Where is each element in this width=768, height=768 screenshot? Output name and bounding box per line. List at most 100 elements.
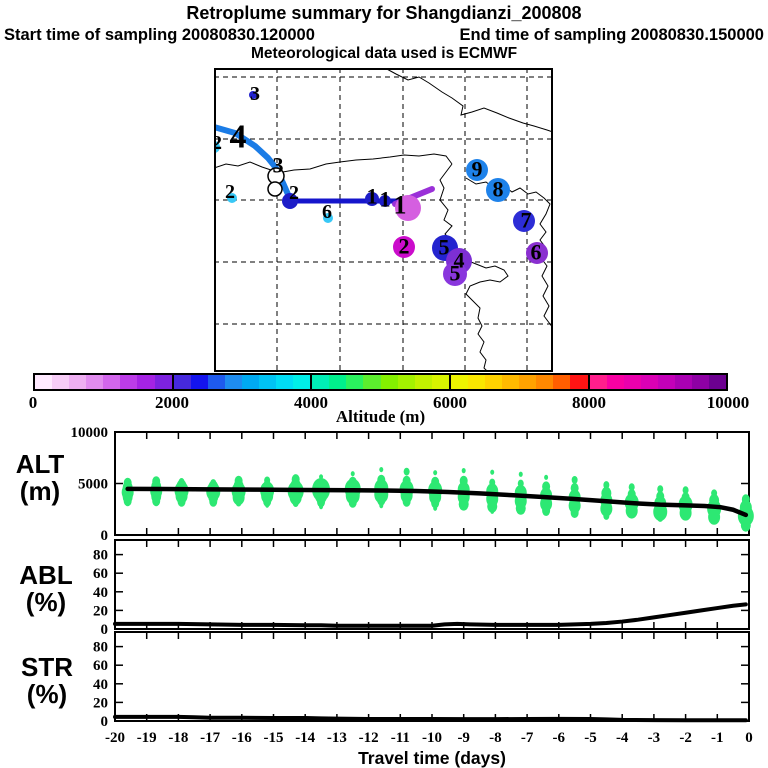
colorbar-tick-label: 0 (28, 393, 38, 412)
plume-particle-dot (377, 495, 386, 506)
plume-particle-dot (489, 478, 496, 487)
cluster-number: 8 (493, 177, 504, 202)
colorbar-tick-label: 4000 (294, 393, 328, 412)
cluster-number: 5 (450, 261, 461, 286)
colorbar-segment (52, 375, 70, 389)
plume-particle-dot (515, 501, 526, 515)
cluster-number: 6 (531, 240, 542, 265)
plume-particle-dot (121, 484, 134, 501)
plume-particle-dot (679, 505, 692, 521)
cluster-number: 4 (230, 119, 247, 156)
y-tick-label: 20 (93, 695, 108, 711)
panel-frame (114, 431, 750, 536)
plume-particle-dot (317, 478, 326, 489)
cluster-number: 2 (214, 132, 222, 154)
trajectory-upwind (214, 124, 293, 202)
colorbar-tick-label: 2000 (155, 393, 189, 412)
plume-particle-dot (544, 474, 549, 480)
cluster-circle (486, 178, 510, 202)
plume-particle-dot (319, 504, 324, 510)
plume-particle-dot (348, 497, 357, 508)
x-axis-title: Travel time (days) (358, 748, 506, 768)
x-tick-label: -2 (679, 730, 692, 746)
x-tick-label: -14 (295, 730, 315, 746)
colorbar-tick-label: 10000 (706, 393, 750, 412)
cluster-number: 6 (322, 201, 332, 223)
plume-particle-dot (289, 489, 302, 506)
cluster-circle (393, 236, 415, 258)
cluster-circle (267, 181, 283, 197)
plume-particle-dot (264, 476, 271, 485)
plume-particle-dot (291, 474, 300, 485)
plume-particle-dot (601, 486, 612, 500)
y-tick-label: 40 (93, 585, 108, 601)
x-tick-label: -9 (457, 730, 470, 746)
colorbar-segment (346, 375, 364, 389)
colorbar-segment (570, 375, 588, 389)
abl-unit-text: (%) (25, 587, 67, 617)
alt-panel-label: ALT (m) (0, 451, 80, 505)
plume-particle-dot (231, 482, 246, 501)
plume-particle-dot (490, 508, 495, 514)
colorbar-segment (171, 375, 191, 389)
cluster-circle (379, 195, 391, 207)
cluster-circle (513, 210, 535, 232)
plume-particle-dot (457, 481, 470, 498)
cluster-circle (323, 213, 333, 223)
colorbar-segment (310, 375, 330, 389)
colorbar-segment (380, 375, 398, 389)
plume-particle-dot (459, 475, 468, 487)
plume-particle-dot (345, 486, 360, 505)
plume-particle-dot (150, 483, 163, 500)
plume-particle-dot (292, 499, 299, 507)
plume-particle-dot (678, 495, 693, 514)
plume-particle-dot (461, 468, 466, 474)
colorbar-segment (606, 375, 624, 389)
plume-particle-dot (433, 505, 438, 511)
plume-particle-dot (624, 493, 639, 512)
plume-particle-dot (175, 488, 188, 504)
map-border (214, 68, 553, 372)
cluster-number: 4 (454, 248, 465, 273)
plume-particle-dot (377, 474, 386, 486)
plume-particle-dot (210, 479, 217, 487)
alt-label-text: ALT (15, 449, 65, 479)
y-tick-label: 60 (93, 566, 108, 582)
str-line (113, 714, 748, 723)
str-panel-label: STR (%) (7, 654, 87, 708)
plume-particle-dot (603, 512, 610, 520)
plume-particle-dot (603, 481, 610, 489)
y-tick-label: 0 (101, 714, 109, 730)
plume-particle-dot (540, 495, 553, 512)
colorbar-segment (519, 375, 537, 389)
plume-particle-dot (431, 476, 440, 488)
panel-frame (114, 539, 750, 630)
plume-particle-dot (517, 479, 524, 488)
plume-particle-dot (234, 475, 243, 487)
plume-particle-dot (433, 470, 438, 476)
plume-particle-dot (317, 496, 326, 508)
plume-particle-dot (540, 487, 553, 504)
x-tick-label: -8 (489, 730, 502, 746)
plume-particle-dot (571, 475, 578, 484)
coastline (214, 153, 453, 173)
colorbar-segment (709, 375, 727, 389)
y-tick-label: 0 (101, 622, 109, 638)
plume-particle-dot (486, 491, 499, 507)
x-tick-label: -11 (391, 730, 410, 746)
abl-label-text: ABL (19, 560, 73, 590)
abl-line (113, 602, 748, 628)
plume-particle-dot (123, 477, 132, 489)
colorbar-segment (674, 375, 692, 389)
cluster-number: 3 (273, 153, 284, 178)
plume-particle-dot (487, 499, 498, 513)
colorbar-segment (467, 375, 486, 389)
colorbar-segment (431, 375, 449, 389)
cluster-number: 1 (394, 191, 407, 220)
plume-particle-dot (151, 480, 162, 494)
plume-particle-dot (151, 489, 162, 503)
x-tick-label: -10 (422, 730, 442, 746)
plume-particle-dot (458, 497, 469, 511)
colorbar-segment (276, 375, 294, 389)
plume-particle-dot (379, 466, 384, 473)
